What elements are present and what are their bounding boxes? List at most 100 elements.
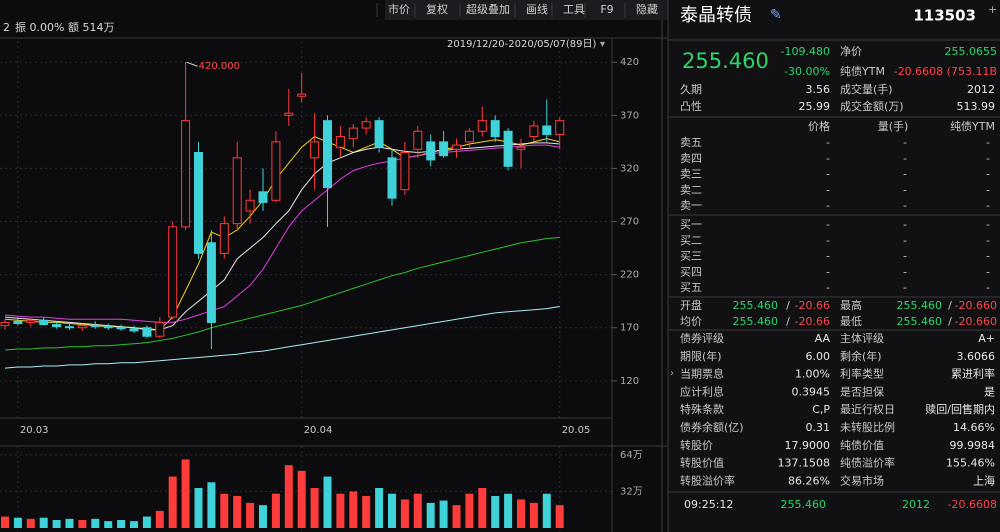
detail-value: 17.9000	[785, 439, 831, 452]
volume-bar	[491, 496, 500, 528]
volume-bar	[91, 518, 100, 528]
candle-body	[297, 93, 307, 97]
candle-body	[258, 191, 268, 203]
detail-label: 债券评级	[680, 331, 724, 345]
bond-name: 泰晶转债	[680, 5, 752, 26]
volume-bar	[297, 470, 306, 528]
ohlc-label: 均价	[680, 315, 702, 328]
ohlc-value: 255.460	[733, 299, 779, 312]
candle-body	[374, 120, 384, 148]
ma-line	[4, 142, 560, 331]
volume-bar	[65, 518, 74, 528]
edit-icon[interactable]: ✎	[770, 7, 782, 23]
candle-body	[77, 325, 87, 329]
detail-value: C,P	[812, 403, 830, 416]
candle-body	[335, 136, 345, 148]
bond-code: 113503	[913, 7, 976, 25]
volume-bar	[52, 520, 61, 528]
info-item: 额 514万	[68, 21, 115, 34]
candle-body	[206, 242, 216, 323]
stat-value: 255.0655	[945, 45, 998, 58]
volume-bar	[349, 491, 358, 528]
ma-line	[4, 306, 560, 369]
y-tick-label: 120	[620, 376, 639, 387]
candle-body	[426, 141, 436, 161]
toolbar-button[interactable]: 画线	[526, 2, 548, 16]
annotation: 420.000	[199, 61, 240, 72]
volume-bar	[246, 502, 255, 528]
book-side: 买四	[680, 265, 702, 278]
volume-bar	[542, 493, 551, 528]
book-cell: -	[986, 136, 990, 149]
volume-bar	[529, 502, 538, 528]
candle-body	[387, 157, 397, 199]
book-cell: -	[826, 265, 830, 278]
book-cell: -	[986, 218, 990, 231]
volume-bar	[504, 493, 513, 528]
detail-value: 1.00%	[795, 368, 830, 381]
detail-value: AA	[815, 332, 831, 345]
row-label: 久期	[680, 83, 702, 96]
y-tick-label: 270	[620, 217, 639, 228]
detail-label: 纯债价值	[840, 438, 884, 452]
y-tick-label: 32万	[620, 486, 643, 497]
toolbar-button[interactable]: F9	[600, 3, 613, 16]
detail-label: 转股价值	[680, 456, 724, 470]
candle-body	[181, 120, 191, 228]
book-side: 买二	[680, 234, 702, 247]
collapse-arrow[interactable]: ›	[670, 368, 674, 379]
detail-value: 上海	[973, 473, 995, 487]
book-cell: -	[986, 281, 990, 294]
toolbar-button[interactable]: 市价	[388, 2, 410, 16]
ohlc-slash: /	[786, 299, 790, 312]
volume-bar	[323, 476, 332, 528]
toolbar-button[interactable]: 隐藏	[636, 3, 658, 16]
info-item: 2	[3, 21, 10, 34]
volume-bar	[439, 500, 448, 528]
detail-label: 转股溢价率	[680, 473, 735, 487]
book-cell: -	[826, 199, 830, 212]
quote-bg	[668, 0, 1000, 532]
book-cell: -	[903, 136, 907, 149]
detail-value: 99.9984	[950, 439, 996, 452]
book-header: 价格	[808, 119, 830, 133]
detail-value: 155.46%	[946, 457, 995, 470]
candle-body	[129, 328, 139, 332]
volume-bar	[168, 476, 177, 528]
dropdown-icon[interactable]: ▾	[600, 39, 605, 50]
toolbar-button[interactable]: 超级叠加	[466, 2, 510, 16]
candle-body	[439, 141, 449, 157]
detail-label: 未转股比例	[840, 420, 895, 434]
candle-body	[529, 125, 539, 138]
volume-bar	[375, 488, 384, 528]
candle-body	[477, 120, 487, 132]
candle-body	[542, 125, 552, 135]
ohlc-label: 最高	[840, 298, 862, 312]
candle-body	[90, 325, 100, 328]
row-value: 513.99	[957, 100, 996, 113]
y-tick-label: 64万	[620, 450, 643, 461]
row-value: 25.99	[799, 100, 831, 113]
add-icon[interactable]: +	[988, 3, 997, 16]
detail-value: 赎回/回售期内	[925, 402, 995, 416]
book-cell: -	[826, 281, 830, 294]
detail-label: 是否担保	[840, 384, 884, 398]
candle-body	[452, 144, 461, 150]
detail-value: 是	[984, 385, 995, 398]
volume-bar	[142, 516, 151, 528]
x-tick-label: 20.04	[304, 425, 333, 436]
volume-bar	[130, 521, 138, 528]
book-side: 卖五	[680, 136, 702, 149]
ohlc-ytm: -20.660	[955, 315, 997, 328]
volume-bar	[259, 505, 267, 528]
y-tick-label: 220	[620, 270, 639, 281]
volume-bar	[388, 493, 396, 528]
annotation-pointer	[186, 61, 198, 67]
detail-label: 转股价	[680, 438, 713, 452]
candle-body	[116, 327, 126, 330]
toolbar-button[interactable]: 复权	[426, 2, 448, 16]
volume-bar	[271, 493, 280, 528]
ohlc-slash: /	[786, 315, 790, 328]
toolbar-button[interactable]: 工具	[563, 3, 585, 16]
